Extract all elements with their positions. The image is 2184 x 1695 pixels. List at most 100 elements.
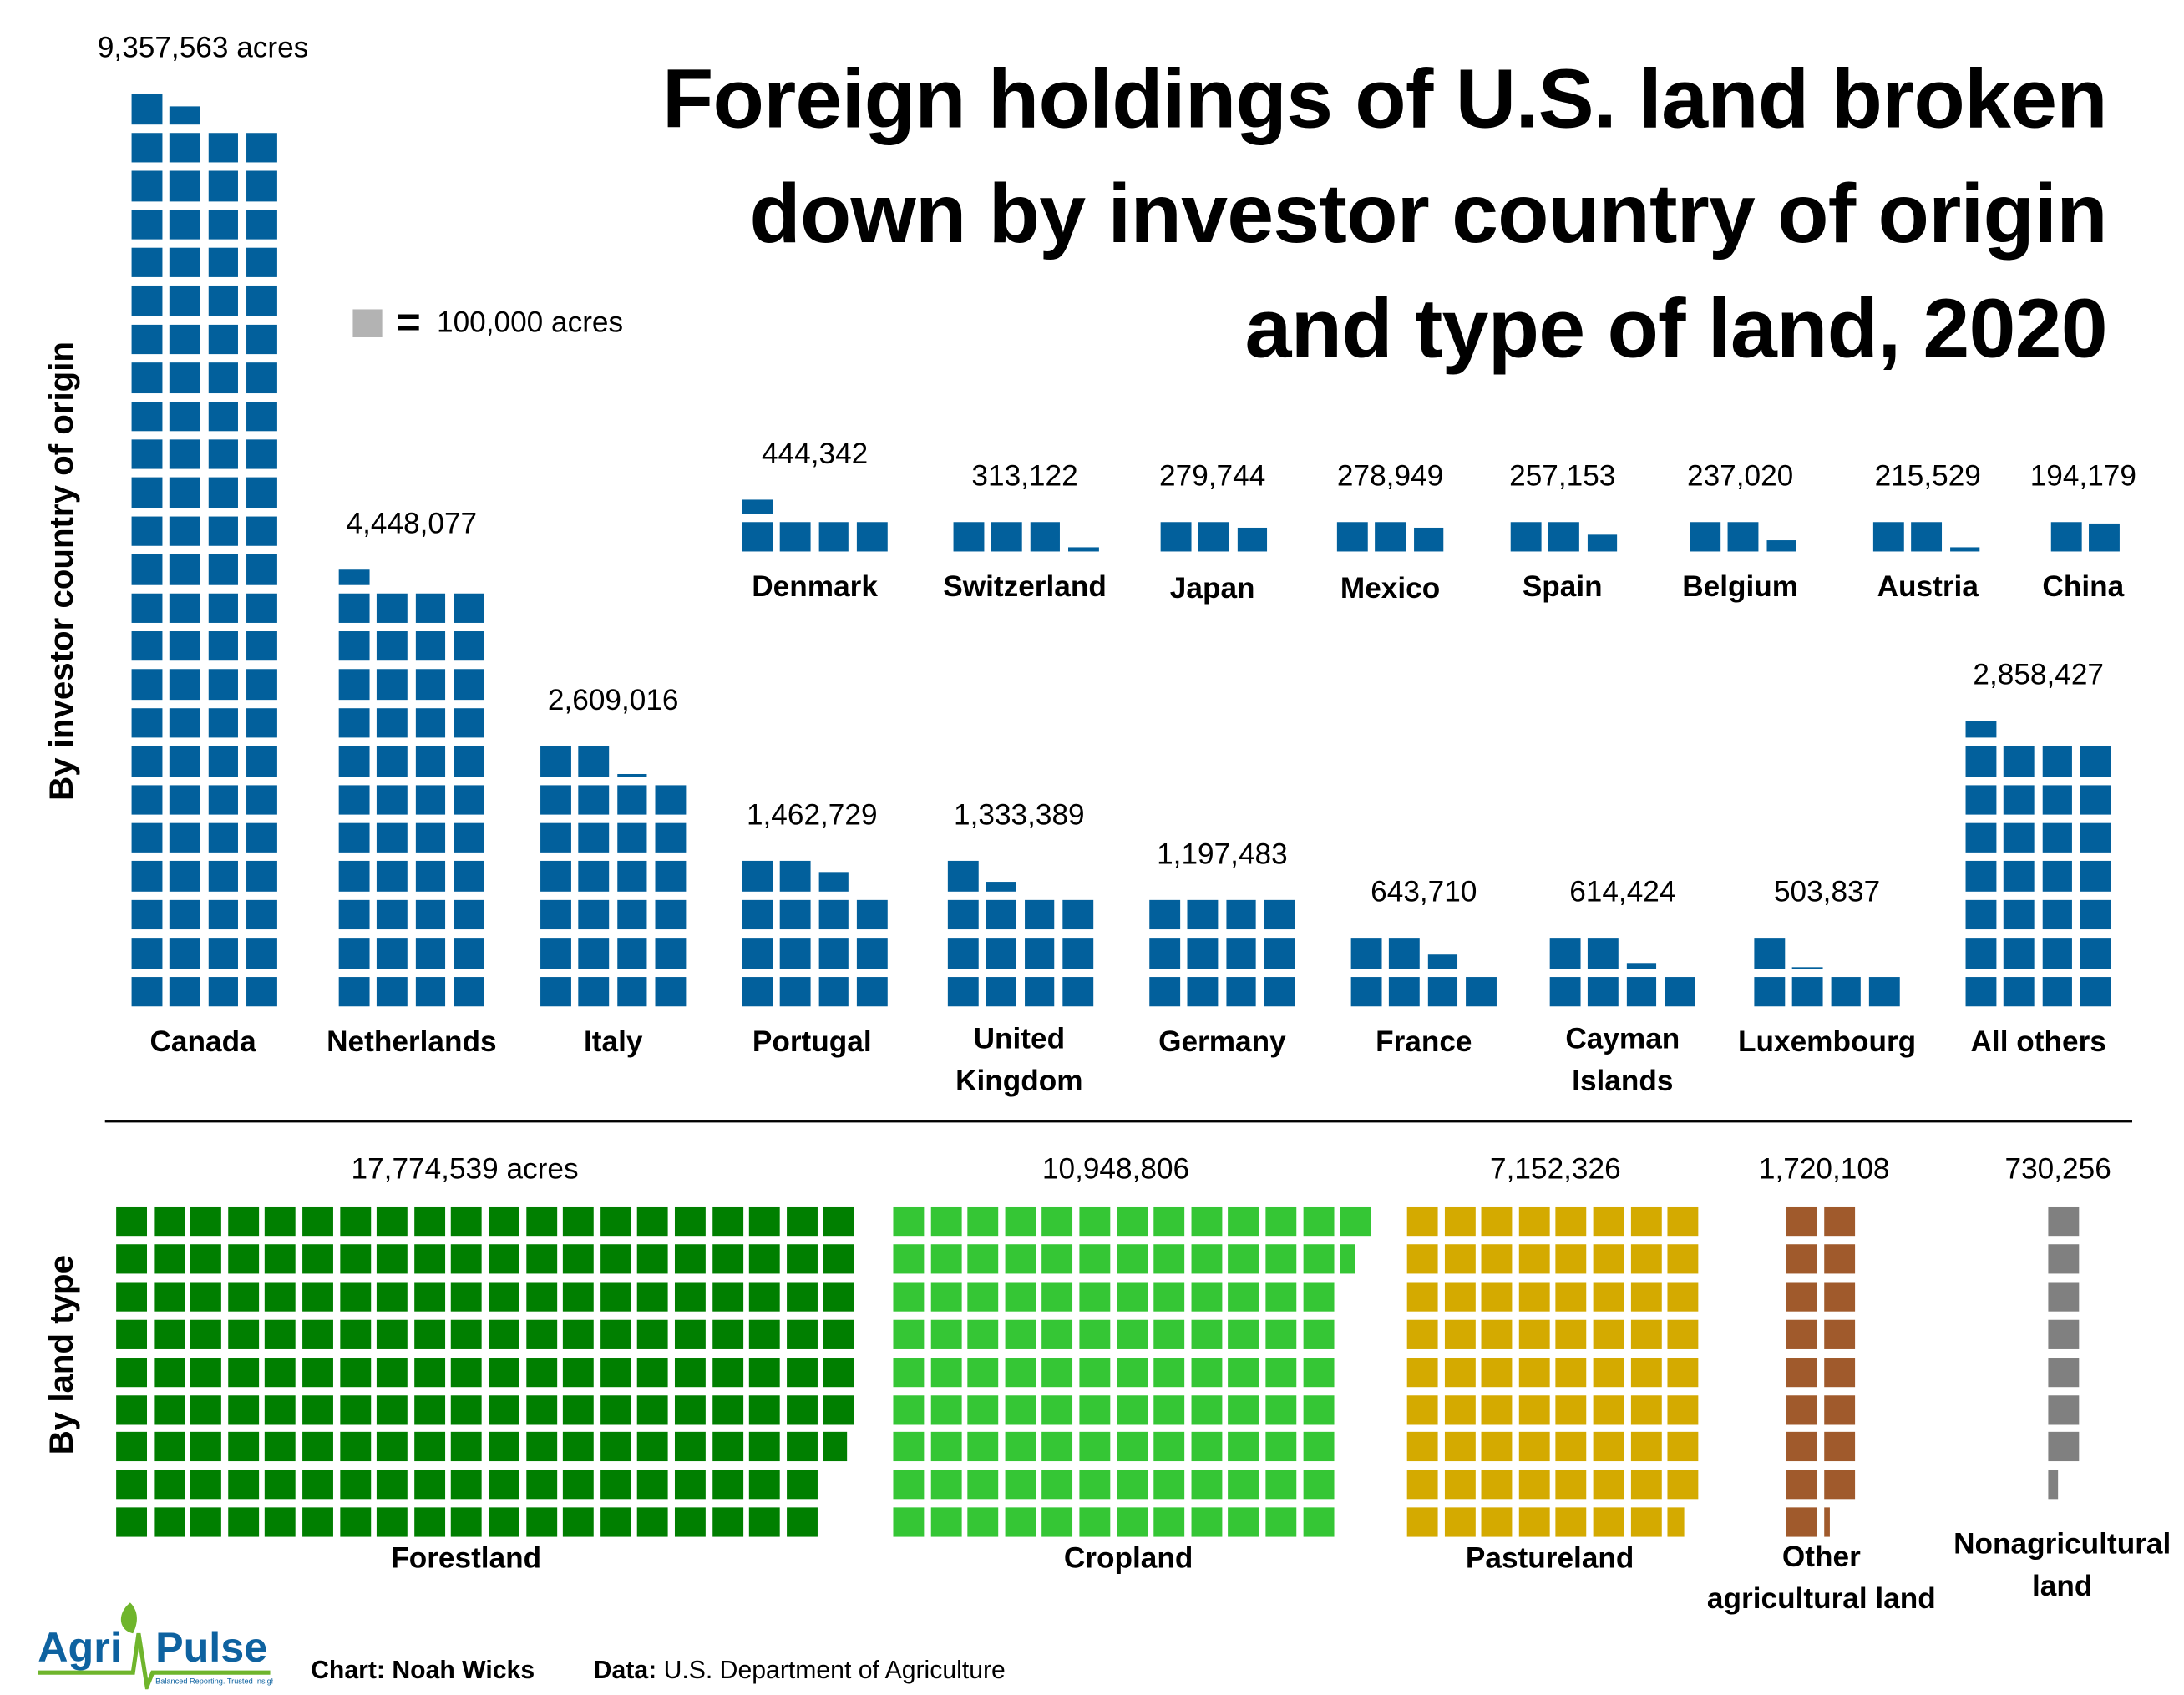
category-label-italy: Italy: [584, 1022, 642, 1064]
waffle-square-forestland: [823, 1357, 855, 1387]
waffle-square-forestland: [377, 1507, 408, 1537]
waffle-square-pastureland: [1406, 1394, 1438, 1424]
waffle-square-forestland: [489, 1319, 519, 1349]
category-label-line: Kingdom: [955, 1065, 1083, 1098]
waffle-square-cropland: [1079, 1507, 1111, 1537]
waffle-square-canada: [208, 516, 239, 547]
waffle-square-forestland: [823, 1206, 855, 1237]
waffle-square-italy: [616, 773, 647, 777]
value-label-netherlands: 4,448,077: [346, 508, 478, 541]
waffle-square-forestland: [786, 1357, 818, 1387]
legend-label: 100,000 acres: [437, 306, 624, 339]
waffle-square-forestland: [302, 1470, 333, 1500]
category-label-united-kingdom: United Kingdom: [955, 1019, 1083, 1103]
waffle-square-germany: [1226, 899, 1257, 930]
waffle-square-netherlands: [454, 669, 484, 700]
waffle-square-canada: [208, 976, 239, 1007]
value-label-portugal: 1,462,729: [746, 799, 878, 832]
waffle-square-netherlands: [338, 569, 369, 584]
waffle-square-all-others: [2042, 822, 2073, 853]
waffle-square-canada: [246, 324, 277, 355]
waffle-square-netherlands: [338, 938, 369, 969]
waffle-square-cropland: [1191, 1432, 1223, 1462]
waffle-square-forestland: [227, 1206, 259, 1237]
waffle-square-canada: [246, 554, 277, 585]
waffle-square-nonagricultural-land: [2048, 1394, 2080, 1424]
waffle-square-germany: [1149, 938, 1180, 969]
waffle-square-other-agricultural-land: [1786, 1282, 1817, 1312]
waffle-square-pastureland: [1481, 1244, 1513, 1274]
waffle-square-forestland: [525, 1206, 557, 1237]
waffle-square-cropland: [1079, 1432, 1111, 1462]
waffle-square-pastureland: [1406, 1244, 1438, 1274]
waffle-square-canada: [170, 324, 200, 355]
waffle-square-italy: [616, 861, 647, 892]
value-label-italy: 2,609,016: [547, 684, 679, 717]
waffle-square-forestland: [116, 1394, 148, 1424]
waffle-square-cropland: [967, 1282, 999, 1312]
waffle-square-forestland: [600, 1507, 631, 1537]
waffle-square-cropland: [1228, 1357, 1259, 1387]
waffle-square-portugal: [818, 899, 849, 930]
waffle-square-cropland: [1228, 1470, 1259, 1500]
waffle-square-cropland: [1117, 1470, 1148, 1500]
waffle-square-forestland: [153, 1282, 185, 1312]
waffle-square-cropland: [1191, 1394, 1223, 1424]
waffle-square-forestland: [153, 1470, 185, 1500]
waffle-square-forestland: [637, 1507, 669, 1537]
waffle-square-france: [1350, 976, 1381, 1007]
waffle-square-forestland: [712, 1432, 743, 1462]
waffle-square-other-agricultural-land: [1823, 1507, 1830, 1537]
waffle-square-canada: [170, 822, 200, 853]
waffle-square-united-kingdom: [1024, 899, 1055, 930]
waffle-square-forestland: [265, 1282, 296, 1312]
waffle-square-pastureland: [1481, 1470, 1513, 1500]
waffle-square-all-others: [2042, 899, 2073, 930]
waffle-square-canada: [131, 362, 162, 393]
waffle-square-cropland: [1191, 1282, 1223, 1312]
waffle-square-other-agricultural-land: [1823, 1357, 1855, 1387]
waffle-square-portugal: [742, 899, 773, 930]
waffle-square-pastureland: [1444, 1282, 1476, 1312]
waffle-square-forestland: [377, 1319, 408, 1349]
waffle-square-netherlands: [377, 976, 408, 1007]
waffle-square-canada: [246, 746, 277, 777]
waffle-square-cropland: [1153, 1282, 1185, 1312]
waffle-square-forestland: [489, 1394, 519, 1424]
waffle-square-pastureland: [1667, 1357, 1699, 1387]
waffle-square-nonagricultural-land: [2048, 1244, 2080, 1274]
waffle-square-cropland: [1153, 1394, 1185, 1424]
chart-title: Foreign holdings of U.S. land broken dow…: [539, 42, 2108, 386]
waffle-square-forestland: [786, 1394, 818, 1424]
waffle-square-italy: [540, 746, 571, 777]
waffle-square-pastureland: [1593, 1357, 1624, 1387]
chart-credit: Chart: Noah Wicks: [311, 1656, 535, 1684]
svg-text:Pulse: Pulse: [155, 1623, 267, 1671]
waffle-square-forestland: [525, 1244, 557, 1274]
value-label-mexico: 278,949: [1336, 459, 1444, 493]
waffle-square-pastureland: [1406, 1282, 1438, 1312]
waffle-square-all-others: [2042, 746, 2073, 777]
waffle-square-forestland: [674, 1394, 706, 1424]
waffle-square-cropland: [1117, 1507, 1148, 1537]
waffle-square-pastureland: [1481, 1432, 1513, 1462]
waffle-square-all-others: [2080, 976, 2111, 1007]
waffle-square-united-kingdom: [986, 938, 1016, 969]
waffle-square-forestland: [451, 1432, 483, 1462]
waffle-square-cropland: [1340, 1206, 1371, 1237]
waffle-square-forestland: [712, 1244, 743, 1274]
waffle-square-pastureland: [1556, 1394, 1587, 1424]
waffle-square-forestland: [227, 1507, 259, 1537]
category-label-nonagricultural-land: Nonagricultural land: [1953, 1524, 2171, 1608]
waffle-square-forestland: [786, 1470, 818, 1500]
waffle-square-pastureland: [1630, 1282, 1662, 1312]
category-label-denmark: Denmark: [752, 567, 878, 609]
waffle-square-forestland: [116, 1244, 148, 1274]
waffle-square-all-others: [1965, 784, 1996, 815]
waffle-square-forestland: [563, 1507, 595, 1537]
waffle-square-all-others: [2004, 861, 2035, 892]
waffle-square-portugal: [742, 938, 773, 969]
waffle-square-cropland: [1265, 1206, 1297, 1237]
waffle-square-pastureland: [1630, 1319, 1662, 1349]
waffle-square-united-kingdom: [947, 899, 978, 930]
